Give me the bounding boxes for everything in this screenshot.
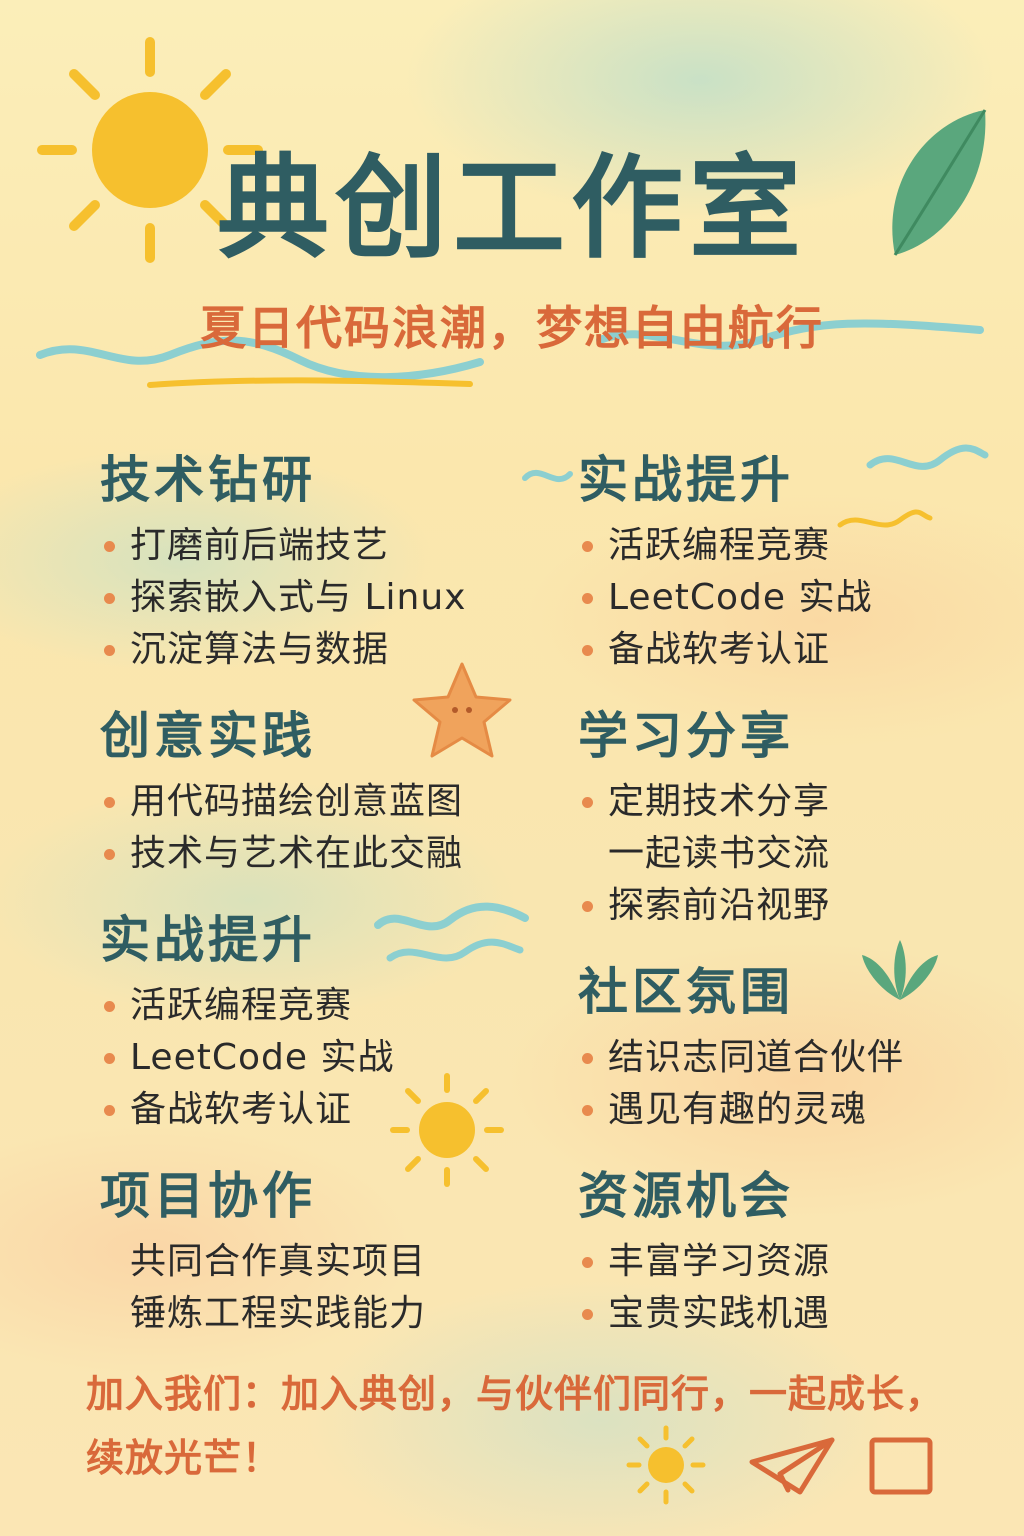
wave-icon	[522, 469, 573, 483]
section-list: 定期技术分享 一起读书交流 探索前沿视野	[578, 776, 830, 932]
bullet-dot	[104, 797, 115, 808]
section-title: 创意实践	[100, 707, 316, 765]
section-list: 活跃编程竞赛 LeetCode 实战 备战软考认证	[100, 980, 394, 1136]
bullet-dot	[582, 1105, 593, 1116]
section-title: 社区氛围	[578, 963, 794, 1021]
list-item: LeetCode 实战	[100, 1032, 394, 1084]
list-item: 沉淀算法与数据	[100, 624, 466, 676]
join-us-footer: 加入我们：加入典创，与伙伴们同行，一起成长，续放光芒！	[86, 1372, 945, 1480]
wave-icon	[386, 938, 524, 962]
section-title: 实战提升	[100, 911, 316, 969]
bullet-dot	[104, 849, 115, 860]
section-list: 打磨前后端技艺 探索嵌入式与 Linux 沉淀算法与数据	[100, 520, 466, 676]
wave-icon	[374, 902, 529, 931]
list-item: 探索前沿视野	[578, 880, 830, 932]
list-item: 共同合作真实项目	[130, 1241, 427, 1282]
section-learning-sharing: 学习分享 定期技术分享 一起读书交流 探索前沿视野	[578, 696, 830, 932]
list-item: 遇见有趣的灵魂	[578, 1084, 904, 1136]
page-subtitle: 夏日代码浪潮，梦想自由航行	[200, 301, 824, 355]
plant-icon	[862, 940, 938, 1000]
list-item: 技术与艺术在此交融	[100, 828, 463, 880]
section-project-collaboration: 项目协作 共同合作真实项目 锤炼工程实践能力	[100, 1156, 426, 1340]
bullet-dot	[104, 1001, 115, 1012]
section-list: 用代码描绘创意蓝图 技术与艺术在此交融	[100, 776, 463, 880]
starfish-icon	[412, 662, 512, 758]
section-resources: 资源机会 丰富学习资源 宝贵实践机遇	[578, 1156, 830, 1340]
bullet-dot	[104, 593, 115, 604]
bullet-dot	[582, 1309, 593, 1320]
list-item: 用代码描绘创意蓝图	[100, 776, 463, 828]
section-title: 技术钻研	[100, 451, 316, 509]
bullet-dot	[104, 541, 115, 552]
bullet-dot	[582, 797, 593, 808]
sun-icon	[626, 1425, 706, 1505]
bullet-dot	[582, 541, 593, 552]
section-community: 社区氛围 结识志同道合伙伴 遇见有趣的灵魂	[578, 952, 904, 1136]
wave-icon	[36, 336, 484, 382]
paper-plane-icon	[749, 1437, 835, 1495]
section-title: 实战提升	[578, 451, 794, 509]
section-title: 项目协作	[100, 1167, 316, 1225]
list-item: 打磨前后端技艺	[100, 520, 466, 572]
section-practical-improvement-left: 实战提升 活跃编程竞赛 LeetCode 实战 备战软考认证	[100, 900, 394, 1136]
section-title: 学习分享	[578, 707, 794, 765]
bullet-dot	[582, 1053, 593, 1064]
section-list: 结识志同道合伙伴 遇见有趣的灵魂	[578, 1032, 904, 1136]
section-creative-practice: 创意实践 用代码描绘创意蓝图 技术与艺术在此交融	[100, 696, 463, 880]
sun-icon	[390, 1073, 504, 1187]
wave-icon	[866, 444, 989, 470]
bullet-dot	[104, 1105, 115, 1116]
page-title: 典创工作室	[217, 144, 807, 274]
sun-icon	[37, 37, 263, 263]
bullet-dot	[582, 645, 593, 656]
list-item: 活跃编程竞赛	[578, 520, 872, 572]
list-item: 备战软考认证	[578, 624, 872, 676]
list-item: 丰富学习资源	[578, 1236, 830, 1288]
list-item: 宝贵实践机遇	[578, 1288, 830, 1340]
list-item: 结识志同道合伙伴	[578, 1032, 904, 1084]
bullet-dot	[582, 1257, 593, 1268]
square-icon	[869, 1437, 933, 1495]
list-item: 活跃编程竞赛	[100, 980, 394, 1032]
list-item: 一起读书交流	[608, 833, 831, 874]
bullet-dot	[104, 1053, 115, 1064]
section-list: 丰富学习资源 宝贵实践机遇	[578, 1236, 830, 1340]
leaf-icon	[892, 109, 987, 256]
section-tech-research: 技术钻研 打磨前后端技艺 探索嵌入式与 Linux 沉淀算法与数据	[100, 440, 466, 676]
list-item: LeetCode 实战	[578, 572, 872, 624]
section-list: 共同合作真实项目 锤炼工程实践能力	[100, 1236, 426, 1340]
list-item: 锤炼工程实践能力	[130, 1293, 427, 1334]
bullet-dot	[104, 645, 115, 656]
section-title: 资源机会	[578, 1167, 794, 1225]
list-item: 探索嵌入式与 Linux	[100, 572, 466, 624]
wave-icon	[596, 319, 984, 350]
bullet-dot	[582, 901, 593, 912]
bullet-dot	[582, 593, 593, 604]
list-item: 定期技术分享	[578, 776, 830, 828]
list-item: 备战软考认证	[100, 1084, 394, 1136]
section-list: 活跃编程竞赛 LeetCode 实战 备战软考认证	[578, 520, 872, 676]
section-practical-improvement-right: 实战提升 活跃编程竞赛 LeetCode 实战 备战软考认证	[578, 440, 872, 676]
